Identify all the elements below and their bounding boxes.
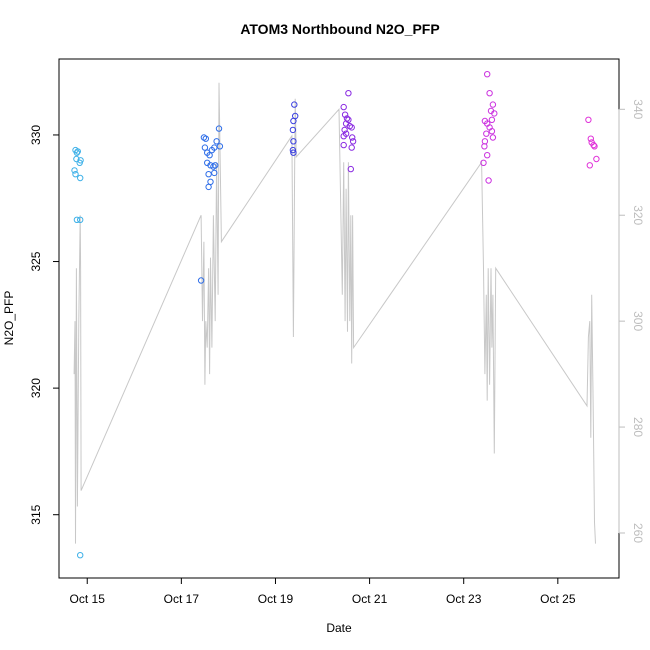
data-point [215, 125, 223, 132]
data-point [205, 183, 212, 191]
data-point [491, 110, 498, 117]
data-point [340, 133, 347, 140]
y2-tick-label: 260 [631, 523, 645, 543]
data-point [205, 171, 212, 178]
data-point [488, 116, 496, 124]
data-point [586, 162, 593, 169]
chart-title: ATOM3 Northbound N2O_PFP [240, 21, 439, 37]
data-point [486, 90, 493, 97]
y2-tick-label: 300 [631, 311, 645, 331]
trace-line-layer [73, 82, 596, 544]
x-axis-label: Date [326, 621, 352, 635]
y2-tick-label: 320 [631, 205, 645, 225]
data-point [480, 159, 487, 167]
data-point [73, 149, 81, 156]
data-point [340, 141, 347, 149]
data-point [489, 134, 497, 141]
y-tick-label: 325 [29, 251, 43, 271]
data-point [210, 163, 217, 170]
y2-tick-label: 340 [631, 99, 645, 119]
data-point [348, 124, 355, 131]
data-point [212, 162, 219, 169]
data-point [197, 277, 205, 284]
x-tick-label: Oct 17 [164, 592, 200, 606]
y-axis-left: 315 320 325 330 [29, 125, 60, 525]
data-point [77, 174, 84, 182]
data-point [290, 149, 297, 156]
data-point [341, 126, 348, 134]
data-point [585, 116, 592, 124]
data-point [348, 144, 355, 151]
data-point [207, 178, 214, 186]
data-point [290, 138, 297, 145]
data-point [206, 152, 213, 159]
data-point [484, 152, 491, 159]
y-axis-label: N2O_PFP [2, 291, 16, 346]
data-point [345, 90, 352, 97]
data-point [77, 552, 84, 559]
data-point [485, 177, 492, 184]
data-point [290, 117, 297, 125]
data-point [591, 143, 598, 150]
data-point [587, 135, 594, 142]
data-point [71, 167, 78, 174]
data-point [347, 165, 354, 173]
x-tick-label: Oct 21 [352, 592, 388, 606]
x-axis: Oct 15 Oct 17 Oct 19 Oct 21 Oct 23 Oct 25 [70, 577, 576, 606]
data-point [211, 169, 218, 177]
y-tick-label: 315 [29, 504, 43, 524]
y2-tick-label: 280 [631, 417, 645, 437]
points-layer [71, 71, 600, 559]
data-point [349, 138, 357, 145]
trace-line [73, 82, 596, 544]
data-point [207, 162, 214, 169]
data-point [216, 143, 224, 150]
data-point [73, 216, 81, 224]
data-point [489, 101, 497, 108]
x-tick-label: Oct 15 [70, 592, 106, 606]
data-point [77, 216, 84, 224]
data-point [202, 135, 210, 142]
data-point [77, 157, 84, 164]
y-axis-right: 260 280 300 320 340 [618, 99, 645, 543]
data-point [74, 148, 82, 155]
data-point [291, 101, 298, 108]
x-tick-label: Oct 25 [540, 592, 576, 606]
data-point [73, 155, 80, 163]
data-point [484, 71, 491, 78]
data-point [593, 155, 600, 163]
data-point [488, 128, 496, 135]
data-point [289, 146, 297, 154]
data-point [72, 171, 79, 178]
data-point [349, 134, 356, 141]
data-point [289, 126, 297, 134]
data-point [483, 130, 490, 137]
y-tick-label: 320 [29, 378, 43, 398]
data-point [590, 141, 597, 149]
data-point [340, 103, 347, 111]
data-point [213, 138, 220, 145]
data-point [341, 111, 349, 118]
x-tick-label: Oct 19 [258, 592, 294, 606]
data-point [201, 144, 209, 151]
y-tick-label: 330 [29, 125, 43, 145]
x-tick-label: Oct 23 [446, 592, 482, 606]
data-point [481, 143, 488, 150]
